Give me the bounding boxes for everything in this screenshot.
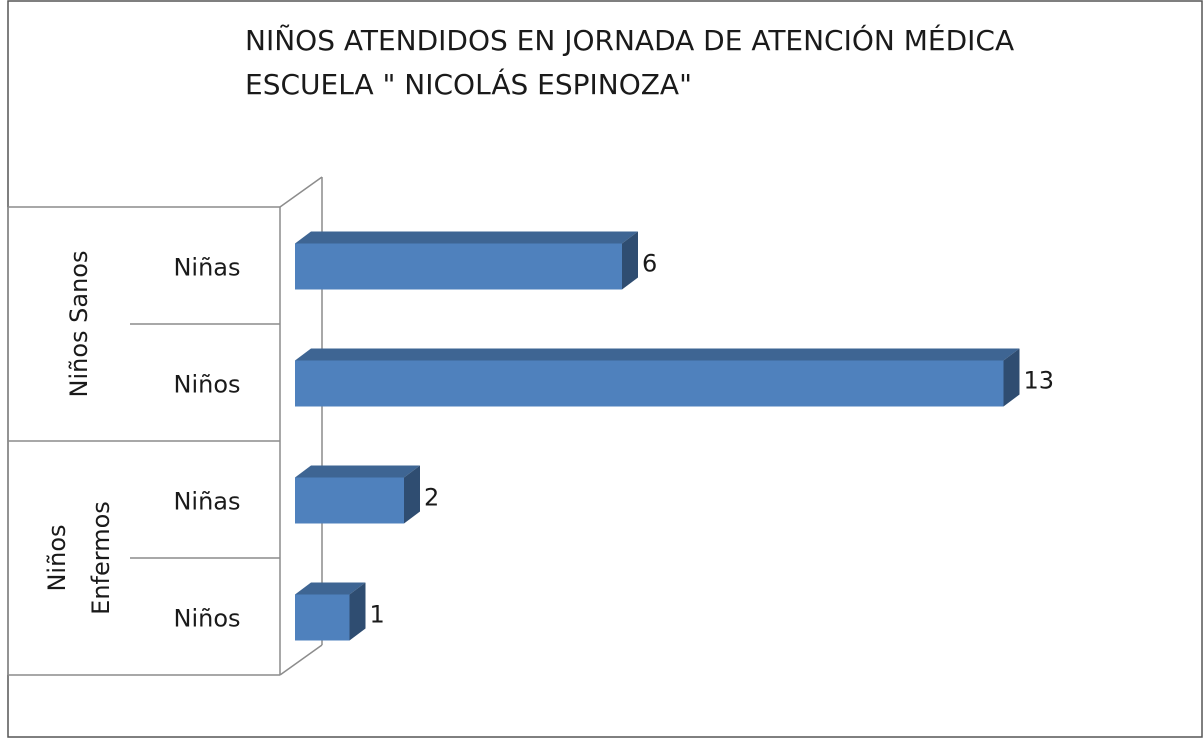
group-label: Niños Sanos bbox=[65, 251, 93, 398]
bar-top bbox=[295, 231, 638, 244]
bar-top bbox=[295, 582, 366, 595]
chart-title: NIÑOS ATENDIDOS EN JORNADA DE ATENCIÓN M… bbox=[245, 23, 1014, 57]
bar-side bbox=[622, 231, 638, 290]
group-label: Enfermos bbox=[87, 501, 115, 615]
bar-top bbox=[295, 348, 1020, 361]
bar-front bbox=[295, 243, 622, 290]
bar-top bbox=[295, 465, 420, 478]
data-label: 1 bbox=[370, 601, 385, 629]
y-tick-label: Niñas bbox=[173, 254, 240, 282]
y-tick-label: Niños bbox=[173, 371, 240, 399]
bar bbox=[295, 231, 638, 290]
bar bbox=[295, 582, 366, 641]
bar-side bbox=[1003, 348, 1020, 407]
bar-front bbox=[295, 477, 404, 524]
data-label: 6 bbox=[642, 250, 657, 278]
bar-front bbox=[295, 594, 350, 641]
data-label: 2 bbox=[424, 484, 439, 512]
bar bbox=[295, 465, 420, 524]
y-tick-label: Niños bbox=[173, 605, 240, 633]
data-label: 13 bbox=[1024, 367, 1055, 395]
bar-side bbox=[349, 582, 366, 641]
chart-title: ESCUELA " NICOLÁS ESPINOZA" bbox=[245, 67, 692, 101]
bar bbox=[295, 348, 1020, 407]
group-label: Niños bbox=[43, 524, 71, 591]
y-tick-label: Niñas bbox=[173, 488, 240, 516]
bar-side bbox=[404, 465, 420, 524]
bar-front bbox=[295, 360, 1004, 407]
